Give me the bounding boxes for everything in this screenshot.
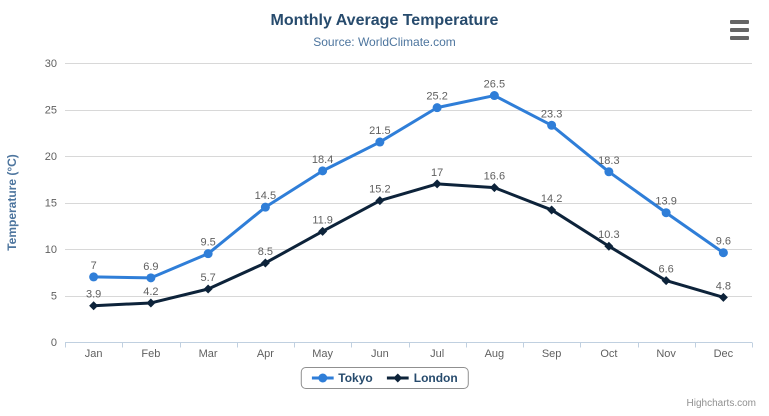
data-label: 6.6 <box>658 264 673 276</box>
data-label: 8.5 <box>258 246 273 258</box>
x-axis-label: Apr <box>257 348 274 360</box>
data-label: 15.2 <box>369 184 390 196</box>
x-axis-label: Mar <box>199 348 218 360</box>
legend-item-tokyo[interactable]: Tokyo <box>311 371 373 385</box>
data-label: 10.3 <box>598 229 619 241</box>
data-point-tokyo[interactable] <box>89 272 99 282</box>
y-axis-label: 5 <box>51 291 57 303</box>
data-point-tokyo[interactable] <box>375 137 385 147</box>
data-point-tokyo[interactable] <box>318 166 328 176</box>
x-axis-label: Oct <box>600 348 617 360</box>
y-axis-label: 0 <box>51 337 57 349</box>
data-point-tokyo[interactable] <box>489 91 499 101</box>
data-label: 26.5 <box>484 79 505 91</box>
x-axis-label: May <box>312 348 333 360</box>
data-point-london[interactable] <box>547 205 557 215</box>
x-axis-label: Aug <box>485 348 505 360</box>
data-point-london[interactable] <box>718 292 728 302</box>
x-axis-label: Feb <box>141 348 160 360</box>
x-axis-label: Jun <box>371 348 389 360</box>
x-axis-label: Jul <box>430 348 444 360</box>
data-label: 21.5 <box>369 125 390 137</box>
data-point-tokyo[interactable] <box>203 249 213 259</box>
data-label: 25.2 <box>426 91 447 103</box>
hamburger-icon <box>730 20 749 24</box>
export-menu-button[interactable] <box>730 20 752 40</box>
y-axis-label: 15 <box>45 198 57 210</box>
data-point-tokyo[interactable] <box>604 167 614 177</box>
chart-title: Monthly Average Temperature <box>270 12 499 29</box>
data-label: 9.5 <box>200 237 215 249</box>
data-label: 18.3 <box>598 155 619 167</box>
data-point-london[interactable] <box>146 298 156 308</box>
series-line-london <box>92 182 725 308</box>
x-axis-label: Sep <box>542 348 562 360</box>
data-label: 14.5 <box>255 190 276 202</box>
legend-circle-marker-icon <box>311 373 334 383</box>
data-label: 11.9 <box>312 214 333 226</box>
legend-label-london: London <box>413 371 458 385</box>
data-label: 18.4 <box>312 154 333 166</box>
data-point-london[interactable] <box>375 196 385 206</box>
data-label: 16.6 <box>484 171 505 183</box>
legend-label-tokyo: Tokyo <box>338 371 373 385</box>
data-point-london[interactable] <box>89 301 99 311</box>
hamburger-icon <box>730 28 749 32</box>
legend: Tokyo London <box>300 367 469 389</box>
data-point-tokyo[interactable] <box>432 103 442 113</box>
y-axis-label: 25 <box>45 105 57 117</box>
data-point-tokyo[interactable] <box>260 202 270 212</box>
x-axis-label: Jan <box>85 348 103 360</box>
data-point-tokyo[interactable] <box>547 120 557 130</box>
y-axis-title: Temperature (°C) <box>5 154 19 251</box>
data-label: 3.9 <box>86 289 101 301</box>
data-point-tokyo[interactable] <box>146 273 156 283</box>
data-point-london[interactable] <box>661 276 671 286</box>
x-axis-label: Nov <box>656 348 676 360</box>
chart-subtitle: Source: WorldClimate.com <box>313 35 456 49</box>
data-label: 4.2 <box>143 286 158 298</box>
data-label: 4.8 <box>716 280 731 292</box>
data-point-london[interactable] <box>604 241 614 251</box>
data-point-london[interactable] <box>260 258 270 268</box>
data-point-tokyo[interactable] <box>661 208 671 218</box>
data-label: 9.6 <box>716 236 731 248</box>
data-point-london[interactable] <box>203 284 213 294</box>
hamburger-icon <box>730 36 749 40</box>
legend-item-london[interactable]: London <box>386 371 458 385</box>
y-axis-label: 10 <box>45 244 57 256</box>
legend-diamond-marker-icon <box>386 373 409 383</box>
data-label: 23.3 <box>541 108 562 120</box>
data-point-tokyo[interactable] <box>718 248 728 258</box>
x-axis-label: Dec <box>714 348 734 360</box>
data-label: 6.9 <box>143 261 158 273</box>
data-label: 5.7 <box>200 272 215 284</box>
y-axis-label: 30 <box>45 58 57 70</box>
data-label: 17 <box>431 167 443 179</box>
data-label: 7 <box>91 260 97 272</box>
data-point-london[interactable] <box>318 226 328 236</box>
credits-link[interactable]: Highcharts.com <box>686 398 756 409</box>
series-line-tokyo <box>92 94 725 280</box>
data-label: 13.9 <box>655 196 676 208</box>
data-label: 14.2 <box>541 193 562 205</box>
y-axis-label: 20 <box>45 151 57 163</box>
data-point-london[interactable] <box>432 179 442 189</box>
data-point-london[interactable] <box>489 183 499 193</box>
